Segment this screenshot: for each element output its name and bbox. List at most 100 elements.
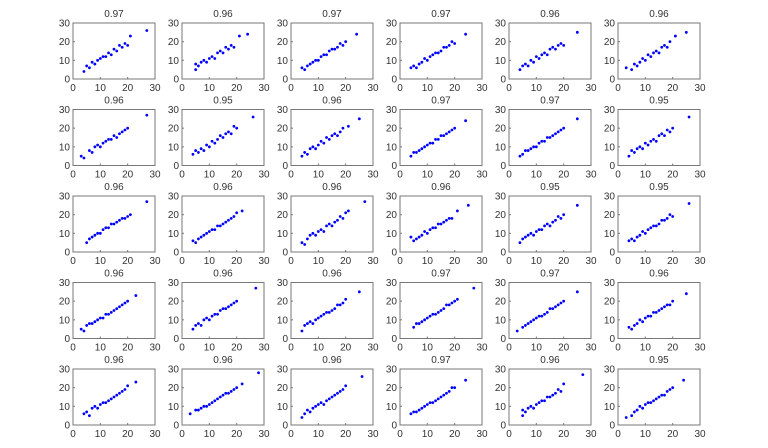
x-tick-label: 20 xyxy=(558,256,570,267)
data-point xyxy=(409,66,413,70)
x-tick-label: 20 xyxy=(340,429,352,440)
y-tick-label: 20 xyxy=(604,297,616,308)
data-point xyxy=(654,224,658,228)
y-tick-label: 0 xyxy=(173,334,179,345)
data-point xyxy=(210,139,214,143)
y-tick-label: 20 xyxy=(386,124,398,135)
scatter-panel: 0.96 0 10 20 30 0 10 20 30 xyxy=(59,182,161,267)
x-tick-label: 20 xyxy=(558,343,570,354)
data-point xyxy=(322,53,326,57)
data-point xyxy=(235,126,239,130)
scatter-panel: 0.95 0 10 20 30 0 10 20 30 xyxy=(168,96,270,181)
data-point xyxy=(191,327,195,331)
data-point xyxy=(551,393,555,397)
plot-area xyxy=(617,195,701,253)
y-tick-label: 20 xyxy=(168,124,180,135)
scatter-panel: 0.96 0 10 20 30 0 10 20 30 xyxy=(59,96,161,181)
x-tick-label: 0 xyxy=(615,83,621,94)
scatter-panel: 0.96 0 10 20 30 0 10 20 30 xyxy=(277,182,379,267)
data-point xyxy=(319,228,323,232)
data-point xyxy=(300,241,304,245)
data-point xyxy=(428,314,432,318)
data-point xyxy=(663,134,666,138)
data-point xyxy=(532,233,535,237)
data-point xyxy=(325,136,328,139)
data-point xyxy=(638,60,642,64)
y-tick-label: 20 xyxy=(495,383,507,394)
data-point xyxy=(322,312,326,316)
data-point xyxy=(548,395,552,399)
data-point xyxy=(447,130,451,134)
data-point xyxy=(338,42,342,45)
data-point xyxy=(646,401,650,404)
data-point xyxy=(442,134,446,138)
data-point xyxy=(191,152,195,156)
x-tick-label: 10 xyxy=(531,170,543,181)
x-tick-label: 30 xyxy=(585,170,597,181)
data-point xyxy=(431,141,435,145)
y-tick-label: 0 xyxy=(500,248,506,259)
y-tick-label: 20 xyxy=(495,297,507,308)
data-point xyxy=(554,305,557,309)
data-point xyxy=(409,235,413,239)
data-point xyxy=(199,235,203,239)
x-tick-label: 10 xyxy=(95,170,107,181)
data-point xyxy=(668,388,672,391)
data-point xyxy=(581,373,585,376)
data-point xyxy=(96,406,99,410)
data-point xyxy=(336,303,339,307)
y-tick-label: 10 xyxy=(277,229,289,240)
data-point xyxy=(325,399,328,403)
data-point xyxy=(126,299,130,303)
data-point xyxy=(425,403,429,406)
data-point xyxy=(668,40,672,44)
data-point xyxy=(554,47,557,51)
data-point xyxy=(663,305,666,309)
y-tick-label: 30 xyxy=(386,192,398,203)
scatter-panel: 0.95 0 10 20 30 0 10 20 30 xyxy=(604,182,706,267)
y-tick-label: 30 xyxy=(277,365,289,376)
data-point xyxy=(194,241,198,245)
data-point xyxy=(300,329,304,333)
x-tick-label: 20 xyxy=(667,429,679,440)
data-point xyxy=(415,410,418,414)
data-point xyxy=(562,126,566,130)
data-point xyxy=(325,224,328,228)
data-point xyxy=(104,226,108,230)
data-point xyxy=(453,42,457,45)
data-point xyxy=(450,386,454,390)
data-point xyxy=(101,55,105,58)
y-tick-label: 10 xyxy=(386,142,398,153)
x-tick-label: 0 xyxy=(288,429,294,440)
x-tick-label: 10 xyxy=(95,256,107,267)
data-point xyxy=(526,64,530,68)
data-point xyxy=(635,64,639,68)
data-point xyxy=(101,228,105,232)
data-point xyxy=(415,66,418,70)
x-tick-label: 30 xyxy=(585,83,597,94)
x-tick-label: 30 xyxy=(258,256,270,267)
data-point xyxy=(434,226,437,230)
x-tick-label: 0 xyxy=(506,256,512,267)
data-point xyxy=(306,152,309,156)
scatter-panel: 0.96 0 10 20 30 0 10 20 30 xyxy=(277,355,379,440)
data-point xyxy=(537,314,541,318)
data-point xyxy=(423,57,426,60)
data-point xyxy=(191,239,195,243)
y-tick-label: 20 xyxy=(386,383,398,394)
data-point xyxy=(218,49,222,53)
y-tick-label: 10 xyxy=(59,142,71,153)
data-point xyxy=(654,397,658,401)
y-tick-label: 10 xyxy=(168,229,180,240)
y-tick-label: 30 xyxy=(604,19,616,30)
plot-area xyxy=(290,22,374,80)
x-tick-label: 10 xyxy=(313,343,325,354)
x-tick-label: 20 xyxy=(449,343,461,354)
data-point xyxy=(423,145,426,149)
data-point xyxy=(417,408,421,412)
data-point xyxy=(412,239,416,243)
data-point xyxy=(205,143,209,147)
y-tick-label: 20 xyxy=(386,297,398,308)
scatter-panel: 0.96 0 10 20 30 0 10 20 30 xyxy=(168,9,270,94)
y-tick-label: 0 xyxy=(64,75,70,86)
